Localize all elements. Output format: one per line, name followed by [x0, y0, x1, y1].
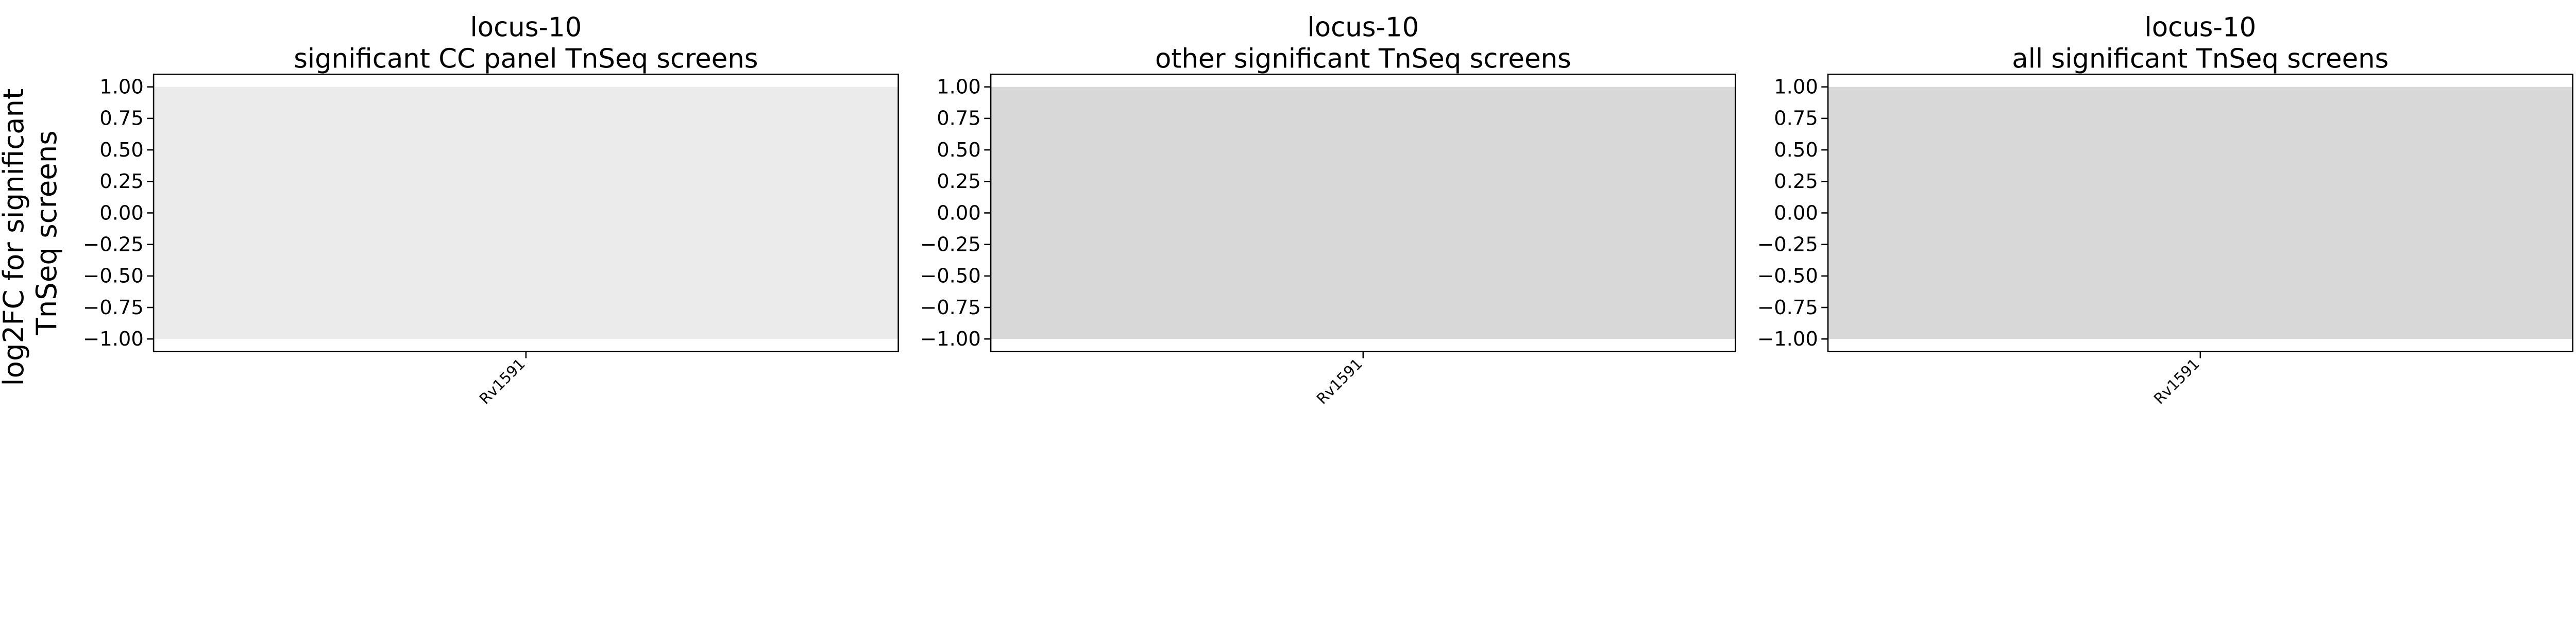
y-tick-label: 0.25 [99, 170, 144, 193]
y-tick-label: −0.50 [920, 265, 981, 288]
panel-title-line1: locus-10 [1307, 12, 1419, 43]
figure: log2FC for significant TnSeq screens loc… [0, 12, 2573, 407]
panel-title-line2: significant CC panel TnSeq screens [294, 43, 758, 74]
y-tick-label: −0.75 [83, 296, 144, 319]
y-tick-label: 0.00 [937, 201, 981, 225]
heatmap-cell [991, 87, 1736, 339]
heatmap-cell [1828, 87, 2573, 339]
y-tick-label: −0.25 [83, 233, 144, 256]
y-tick-label: −0.50 [1757, 265, 1818, 288]
y-tick-label: 0.50 [1774, 139, 1818, 162]
y-tick-label: 1.00 [1774, 76, 1818, 99]
y-tick-label: 0.75 [937, 107, 981, 130]
y-axis-label: log2FC for significant TnSeq screens [0, 79, 63, 386]
panel-title-line2: other significant TnSeq screens [1155, 43, 1571, 74]
y-tick-label: 1.00 [99, 76, 144, 99]
y-tick-label: 0.25 [937, 170, 981, 193]
y-tick-label: 0.50 [99, 139, 144, 162]
x-tick-label: Rv1591 [1313, 355, 1366, 407]
y-tick-label: 0.00 [1774, 201, 1818, 225]
y-tick-label: 1.00 [937, 76, 981, 99]
y-tick-label: −1.00 [920, 328, 981, 351]
y-tick-label: −0.50 [83, 265, 144, 288]
y-tick-label: −0.25 [920, 233, 981, 256]
y-tick-label: 0.25 [1774, 170, 1818, 193]
y-tick-label: 0.00 [99, 201, 144, 225]
y-tick-label: −0.75 [1757, 296, 1818, 319]
heatmap-cell [154, 87, 899, 339]
panel-title-line1: locus-10 [2144, 12, 2256, 43]
panel-title-line2: all significant TnSeq screens [2012, 43, 2388, 74]
y-tick-label: −0.75 [920, 296, 981, 319]
y-tick-label: −0.25 [1757, 233, 1818, 256]
y-tick-label: 0.50 [937, 139, 981, 162]
y-axis-label-line2: TnSeq screens [30, 130, 63, 335]
y-tick-label: 0.75 [1774, 107, 1818, 130]
x-tick-label: Rv1591 [2150, 355, 2203, 407]
y-tick-label: −1.00 [1757, 328, 1818, 351]
y-tick-label: 0.75 [99, 107, 144, 130]
y-axis-label-line1: log2FC for significant [0, 89, 30, 386]
panel-title-line1: locus-10 [470, 12, 582, 43]
x-tick-label: Rv1591 [476, 355, 529, 407]
y-tick-label: −1.00 [83, 328, 144, 351]
